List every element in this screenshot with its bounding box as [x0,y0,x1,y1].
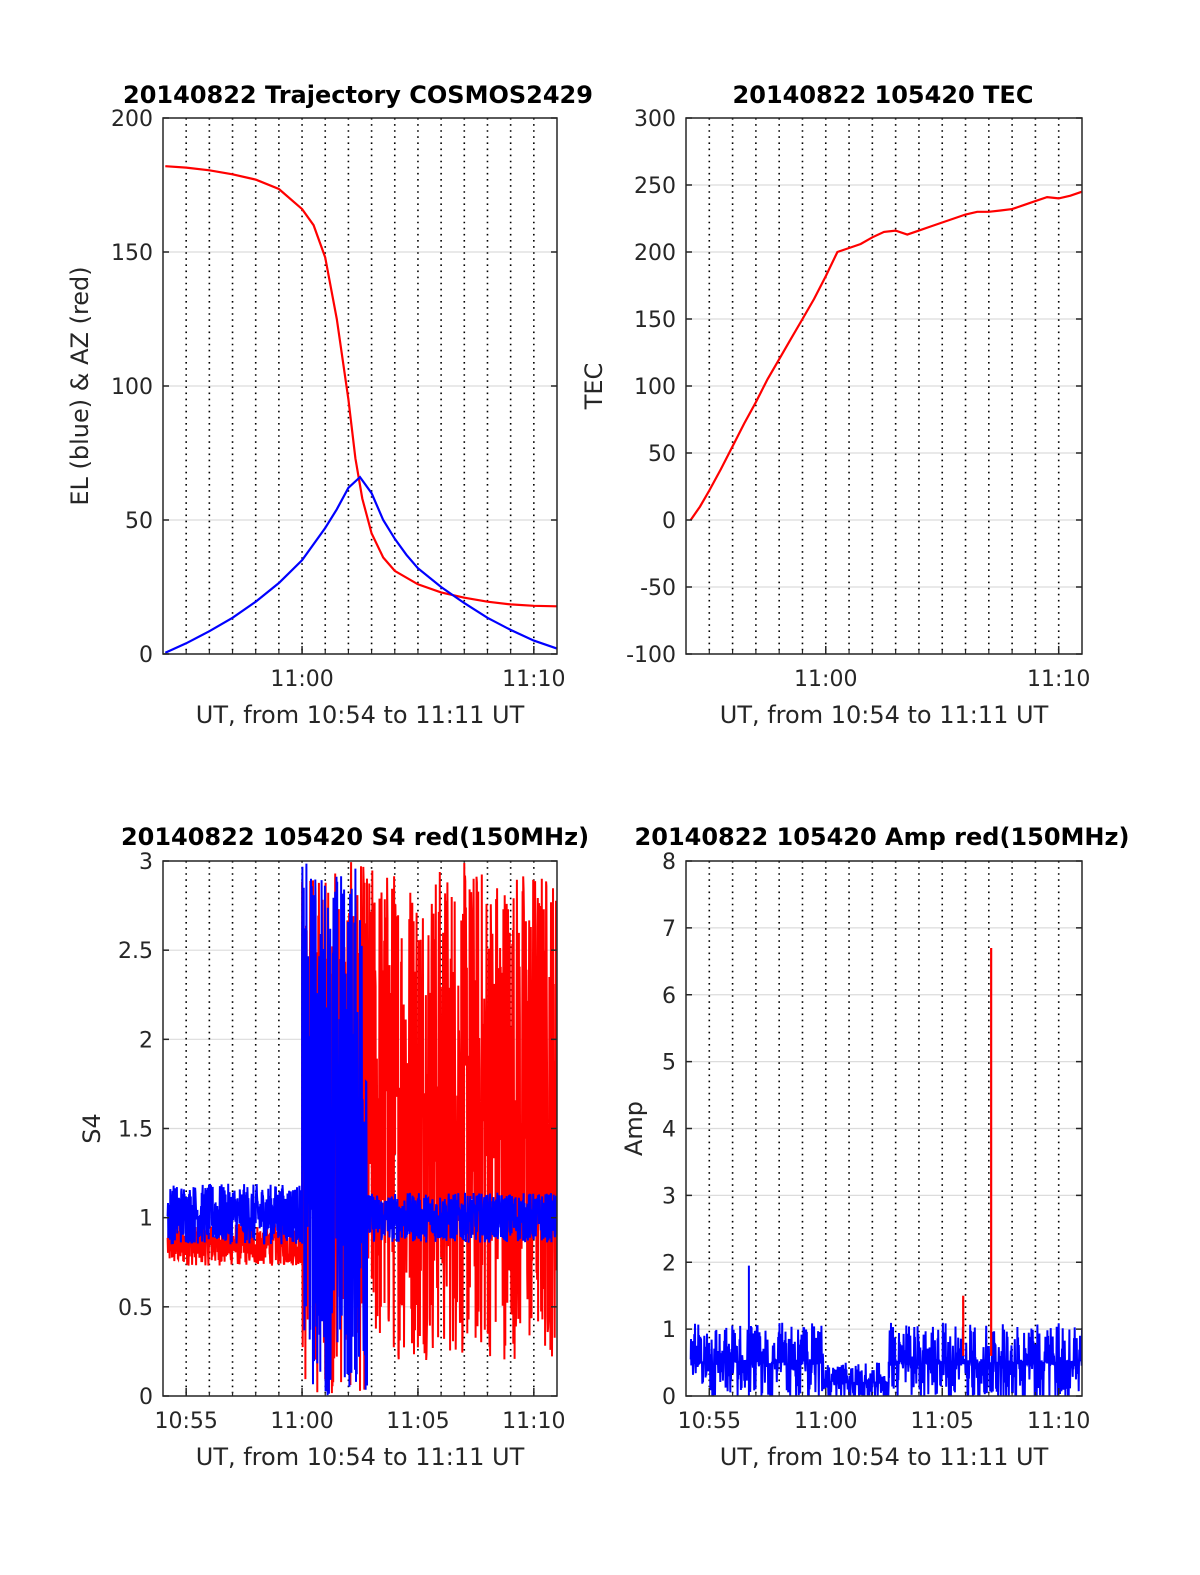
y-tick-label: 0 [662,1385,676,1410]
x-tick-label: 11:00 [270,667,333,692]
y-tick-label: -50 [640,576,676,601]
y-tick-label: 50 [125,509,153,534]
y-tick-label: -100 [626,643,676,668]
y-tick-label: 5 [662,1051,676,1076]
y-tick-label: 2 [139,1028,153,1053]
y-tick-label: 6 [662,984,676,1009]
x-tick-label: 11:05 [911,1409,974,1434]
series-line-1 [164,475,557,654]
y-tick-label: 8 [662,850,676,875]
y-tick-label: 300 [634,107,676,132]
x-tick-label: 11:00 [794,1409,857,1434]
s4-chart: 0 0.5 1 1.5 2 2.5 3 10:55 11:00 11:05 11:10 2014082… [78,823,589,1471]
x-tick-label: 11:10 [502,667,565,692]
plot-area [689,190,1082,521]
y-tick-label: 3 [662,1184,676,1209]
trajectory-chart: 0 50 100 150 200 11:00 11:10 20140822 Trajector… [66,81,593,729]
series-line-1 [689,1322,1082,1396]
x-tick-label: 11:00 [270,1409,333,1434]
series-line-0 [689,190,1082,521]
x-axis-label: UT, from 10:54 to 11:11 UT [196,1443,525,1471]
y-tick-label: 4 [662,1118,676,1143]
y-tick-label: 1 [662,1318,676,1343]
x-tick-label: 11:00 [794,667,857,692]
y-tick-label: 0 [139,643,153,668]
x-tick-label: 11:05 [386,1409,449,1434]
y-tick-label: 7 [662,917,676,942]
plot-area [164,165,557,654]
x-tick-label: 11:10 [1027,1409,1090,1434]
x-axis-label: UT, from 10:54 to 11:11 UT [196,701,525,729]
y-tick-label: 2.5 [118,939,153,964]
x-axis-label: UT, from 10:54 to 11:11 UT [720,1443,1049,1471]
y-tick-label: 0.5 [118,1296,153,1321]
y-tick-label: 150 [634,308,676,333]
x-tick-label: 11:10 [502,1409,565,1434]
y-tick-label: 2 [662,1251,676,1276]
plot-area [166,862,557,1396]
series-line-0 [165,165,557,608]
y-tick-label: 200 [111,107,153,132]
y-tick-label: 0 [139,1385,153,1410]
x-tick-label: 10:55 [154,1409,217,1434]
y-tick-label: 1 [139,1207,153,1232]
x-tick-label: 10:55 [678,1409,741,1434]
plot-area [689,1265,1082,1396]
x-axis-label: UT, from 10:54 to 11:11 UT [720,701,1049,729]
x-tick-label: 11:10 [1027,667,1090,692]
y-axis-label: TEC [580,363,608,411]
chart-title: 20140822 105420 TEC [733,81,1034,109]
chart-title: 20140822 105420 Amp red(150MHz) [635,823,1130,851]
y-tick-label: 250 [634,174,676,199]
y-axis-label: EL (blue) & AZ (red) [66,266,94,505]
y-axis-label: S4 [78,1113,106,1144]
amp-chart: 0 1 2 3 4 5 6 7 8 10:55 11:00 11:05 11:10 20140822 10… [620,823,1129,1471]
y-tick-label: 150 [111,241,153,266]
y-tick-label: 200 [634,241,676,266]
y-tick-label: 100 [634,375,676,400]
y-tick-label: 1.5 [118,1118,153,1143]
y-axis-label: Amp [620,1101,648,1156]
series-line-1 [166,863,557,1396]
chart-title: 20140822 Trajectory COSMOS2429 [123,81,593,109]
tec-chart: -100 -50 0 50 100 150 200 250 300 11:00 11:10 20140… [580,81,1090,729]
chart-title: 20140822 105420 S4 red(150MHz) [121,823,589,851]
y-tick-label: 100 [111,375,153,400]
y-tick-label: 0 [662,509,676,534]
y-tick-label: 50 [648,442,676,467]
y-tick-label: 3 [139,850,153,875]
